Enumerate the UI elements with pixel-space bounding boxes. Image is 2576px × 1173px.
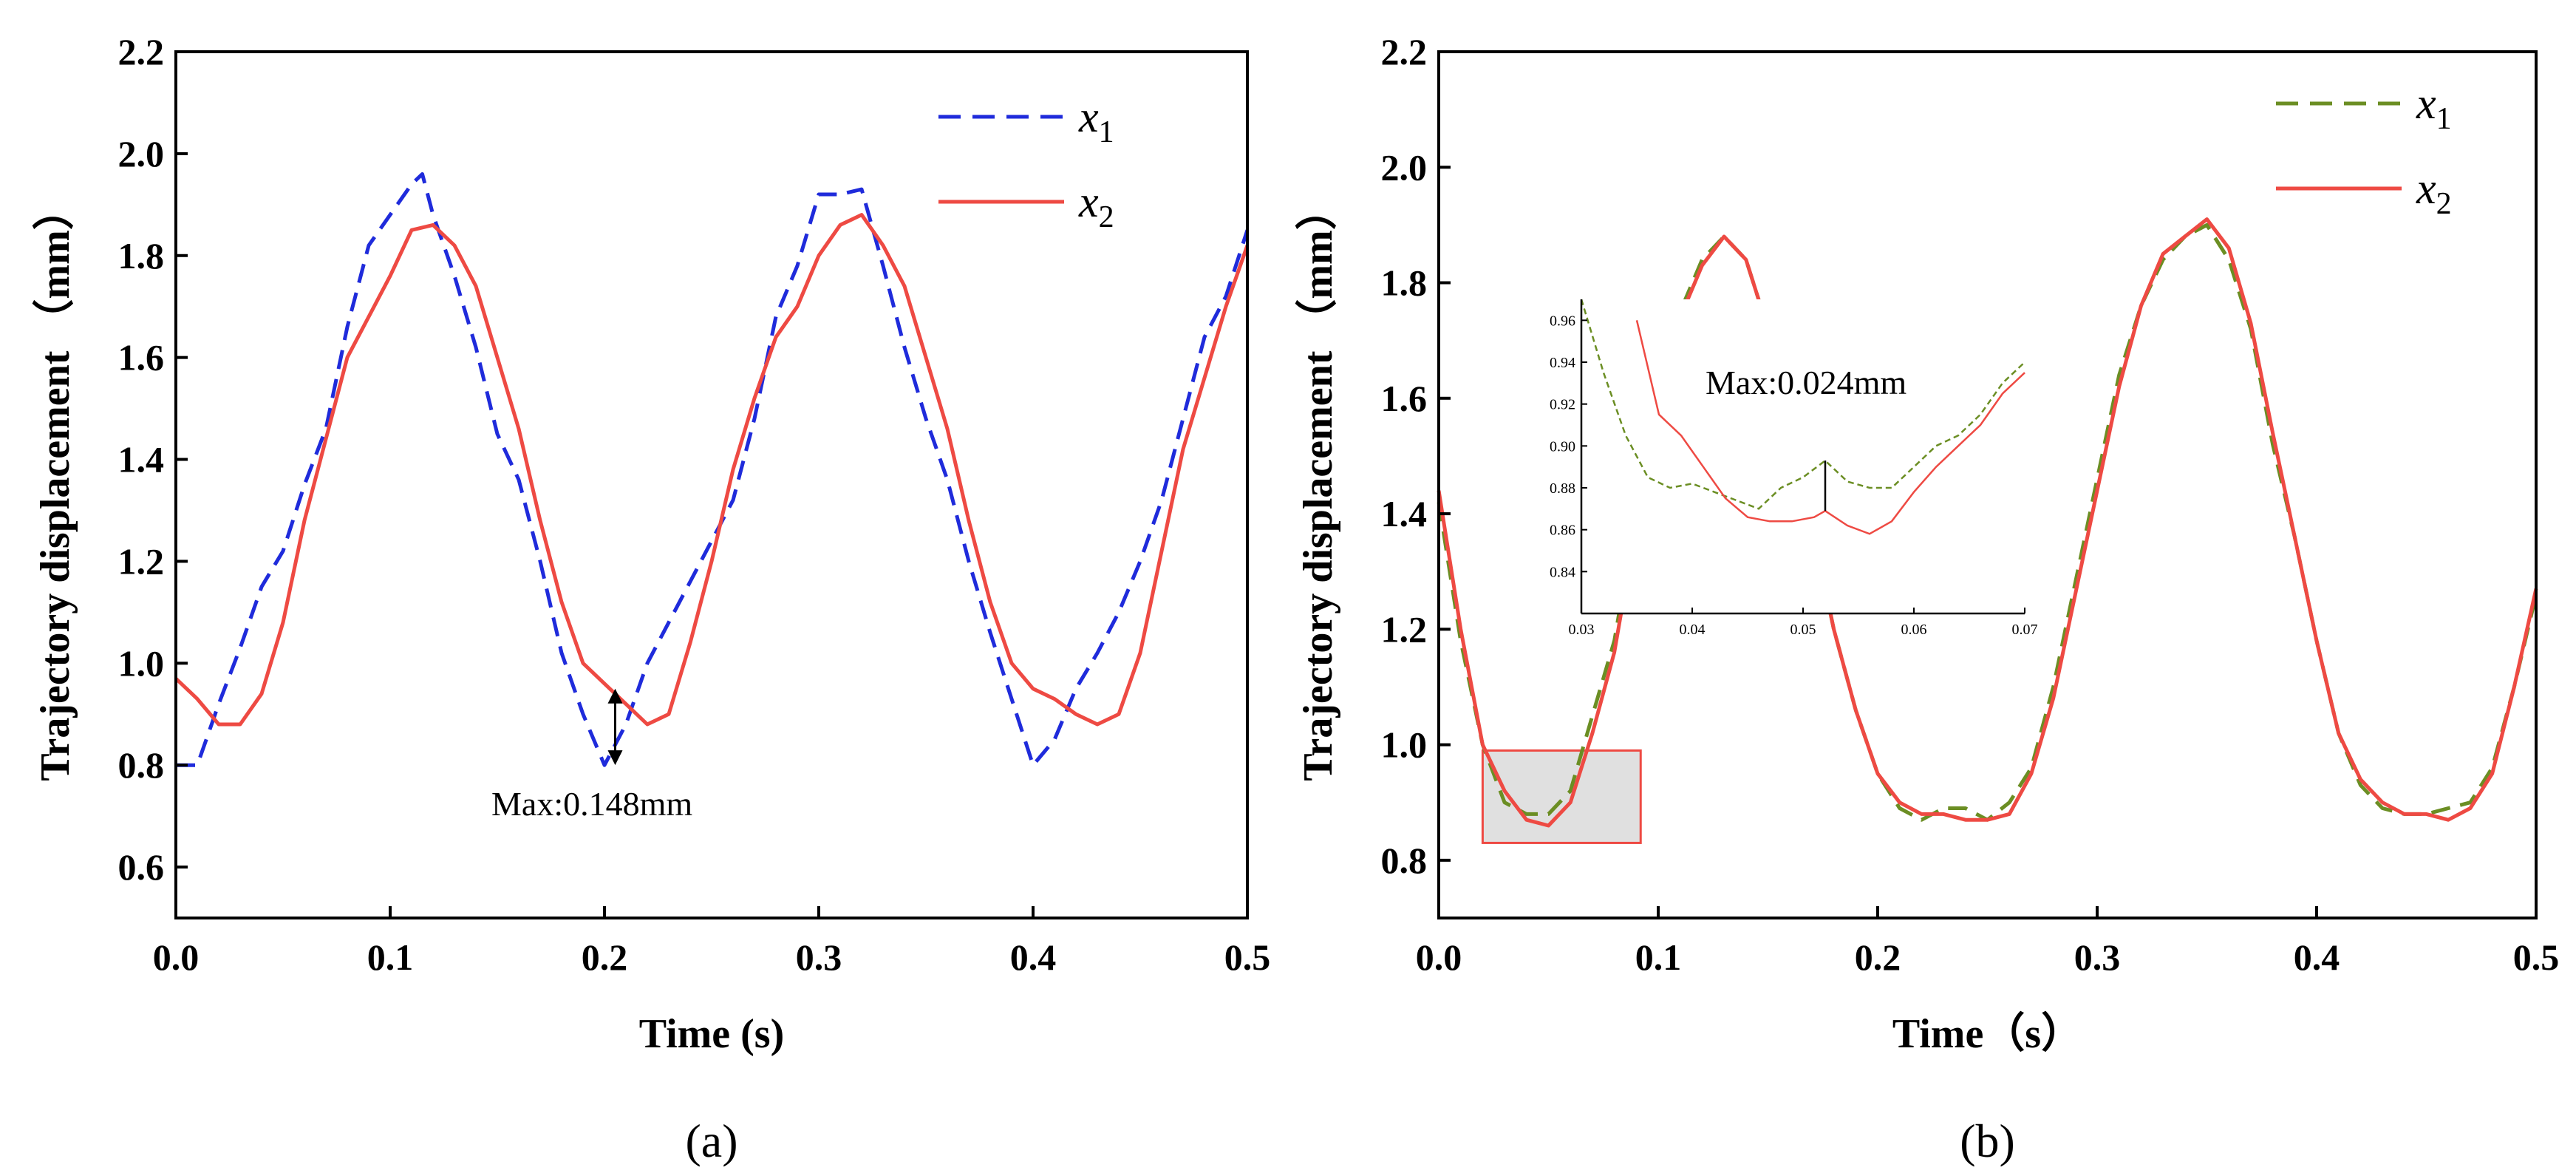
y-tick-label: 2.0	[118, 133, 165, 174]
y-tick-label: 1.2	[1381, 608, 1428, 650]
panel-label-b: (b)	[1960, 1115, 2015, 1167]
x-tick-label: 0.2	[582, 936, 628, 978]
inset-series-x2	[1635, 320, 2025, 535]
inset-x-tick-label: 0.04	[1680, 622, 1706, 638]
series-line-x2	[174, 213, 1250, 727]
y-tick-label: 0.6	[118, 846, 165, 888]
inset-y-tick-label: 0.86	[1550, 523, 1575, 539]
x-tick-label: 0.4	[1010, 936, 1057, 978]
series-line-x1	[176, 172, 1250, 767]
x-tick-label: 0.0	[153, 936, 200, 978]
inset-x-tick-label: 0.05	[1790, 622, 1816, 638]
legend-entry: x2	[2416, 164, 2452, 221]
x-tick-label: 0.3	[2074, 936, 2121, 978]
plot-frame-a	[174, 50, 1249, 919]
x-tick-label: 0.4	[2294, 936, 2340, 978]
y-tick-label: 0.8	[118, 744, 165, 786]
series-layer-a	[174, 172, 1250, 767]
legend-entry: x1	[2416, 79, 2452, 136]
y-tick-label: 2.2	[118, 31, 165, 72]
y-tick-label: 1.4	[1381, 493, 1428, 534]
y-tick-label: 1.8	[118, 235, 165, 276]
inset-chart: Max:0.024mm 0.03 0.04 0.05 0.06 0.07 0.84 0.86 0…	[1550, 299, 2038, 638]
legend-entry: x2	[1078, 177, 1114, 234]
inset-y-tick-label: 0.92	[1550, 397, 1575, 413]
y-tick-label: 0.8	[1381, 840, 1428, 881]
y-axis-title-b: Trajectory displacement （mm）	[1295, 188, 1341, 781]
y-tick-label: 2.2	[1381, 31, 1428, 72]
x-axis-title-b: Time（s）	[1892, 1010, 2082, 1057]
y-axis-title-a: Trajectory displacement （mm）	[32, 188, 78, 781]
y-tick-label: 1.4	[118, 439, 165, 480]
panel-label-a: (a)	[685, 1115, 737, 1167]
y-tick-label: 1.0	[1381, 724, 1428, 766]
x-tick-label: 0.0	[1416, 936, 1462, 978]
inset-annotation-max: Max:0.024mm	[1706, 364, 1907, 401]
x-tick-label: 0.5	[2513, 936, 2560, 978]
inset-y-tick-label: 0.96	[1550, 313, 1575, 329]
x-tick-label: 0.3	[796, 936, 842, 978]
y-tick-label: 1.6	[1381, 378, 1428, 419]
inset-y-tick-label: 0.90	[1550, 438, 1575, 455]
annotation-arrowhead-up	[607, 688, 623, 704]
inset-background	[1581, 299, 2025, 613]
highlight-region-b	[1481, 749, 1642, 844]
x-tick-label: 0.2	[1855, 936, 1901, 978]
annotation-arrowhead-down	[607, 750, 623, 766]
y-tick-label: 2.0	[1381, 146, 1428, 188]
inset-y-tick-label: 0.84	[1550, 564, 1575, 580]
ticks-layer-b: 0.0 0.1 0.2 0.3 0.4 0.5 0.8 1.0 1.2 1.4 1.6 1.8 2.0 2…	[1381, 31, 2560, 978]
y-tick-label: 1.0	[118, 642, 165, 684]
inset-x-tick-label: 0.06	[1901, 622, 1927, 638]
ticks-layer-a: 0.0 0.1 0.2 0.3 0.4 0.5 0.6 0.8 1.0 1.2 1.4 1.6 1.8 2…	[118, 31, 1271, 978]
legend-entry: x1	[1078, 92, 1114, 149]
inset-x-tick-label: 0.03	[1569, 622, 1595, 638]
inset-x-tick-label: 0.07	[2012, 622, 2038, 638]
annotation-layer-a: Max:0.148mm	[491, 688, 692, 823]
x-axis-title-a: Time (s)	[639, 1011, 785, 1057]
annotation-max-a: Max:0.148mm	[491, 785, 692, 823]
x-tick-label: 0.1	[367, 936, 414, 978]
y-tick-label: 1.8	[1381, 262, 1428, 304]
x-tick-label: 0.1	[1635, 936, 1682, 978]
inset-y-tick-label: 0.94	[1550, 355, 1575, 371]
inset-y-tick-label: 0.88	[1550, 480, 1575, 497]
x-tick-label: 0.5	[1224, 936, 1271, 978]
y-tick-label: 1.6	[118, 337, 165, 378]
plot-frame-b	[1437, 50, 2538, 919]
chart-panel-a: Max:0.148mm 0.0 0.1 0.2 0.3 0.4 0.5 0.6 0.8 1.0 1…	[32, 31, 1270, 1167]
y-tick-label: 1.2	[118, 540, 165, 582]
